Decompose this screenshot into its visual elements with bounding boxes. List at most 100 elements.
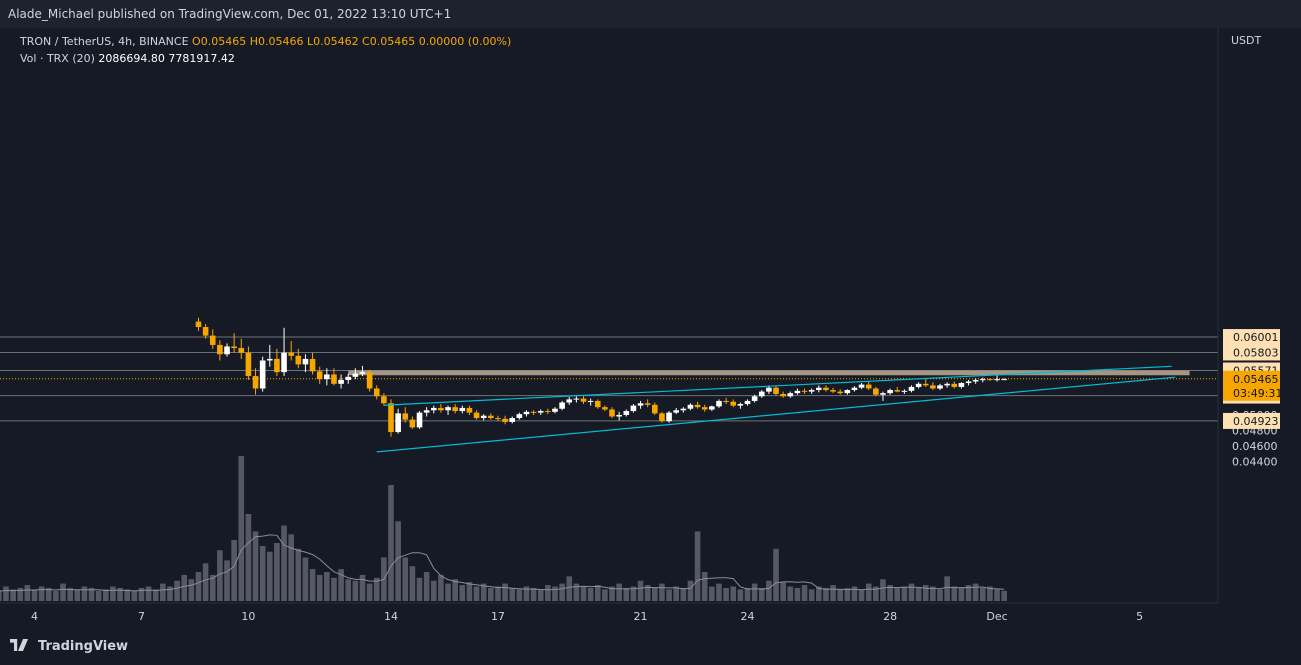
candle (773, 386, 779, 396)
volume-bar (209, 574, 216, 601)
candle-body (537, 411, 544, 413)
volume-bar (637, 580, 644, 601)
volume-bar (545, 585, 551, 601)
symbol-name[interactable]: TRON / TetherUS, 4h, BINANCE (20, 35, 189, 48)
candle (979, 377, 986, 383)
candle (217, 340, 223, 361)
candle-body (858, 384, 865, 388)
tradingview-logo-icon-part (18, 639, 28, 651)
volume-bar (195, 572, 202, 601)
candle (552, 407, 558, 414)
volume-bar (858, 589, 865, 601)
volume-bar (723, 587, 729, 601)
volume-bar (594, 585, 601, 601)
candle-body (552, 408, 558, 412)
volume-bar (480, 583, 487, 601)
candle (987, 378, 993, 381)
volume-bar (430, 580, 437, 601)
candle-body (701, 407, 708, 410)
volume-bar (523, 586, 530, 601)
level-price-tag (1223, 344, 1280, 361)
date-axis: 4 7 10 14 17 21 24 28 Dec 5 (0, 602, 1218, 623)
volume-bar (316, 574, 323, 601)
price-tick-label: 0.04600 (1232, 440, 1278, 453)
volume-bar (466, 582, 473, 601)
candle-body (445, 407, 451, 411)
volume-bar (851, 586, 858, 601)
volume-bar (459, 585, 466, 601)
price-axis-currency: USDT (1231, 34, 1262, 47)
candle-body (730, 401, 737, 406)
volume-bar (38, 586, 45, 601)
candle (452, 404, 458, 414)
volume-bar (373, 577, 380, 601)
candle (958, 382, 965, 389)
ohlc-values: O0.05465 H0.05466 L0.05462 C0.05465 0.00… (192, 35, 512, 48)
candle-body (930, 385, 936, 389)
volume-bar (516, 589, 523, 601)
candle (801, 388, 808, 394)
volume-bar (402, 557, 409, 601)
candle (616, 411, 622, 421)
volume-bar (616, 583, 622, 601)
candle (495, 415, 501, 422)
candle-body (316, 371, 323, 380)
volume-bar (117, 587, 123, 601)
volume-bar (680, 587, 687, 601)
volume-bar (979, 587, 986, 601)
candle (594, 399, 601, 409)
volume-bar (60, 583, 66, 601)
volume-bar (0, 590, 2, 601)
volume-label[interactable]: Vol · TRX (20) (20, 52, 95, 65)
candle (523, 410, 530, 417)
candle (823, 385, 829, 392)
candle-body (338, 379, 344, 384)
resistance-zone (348, 370, 1190, 376)
volume-bar (502, 583, 508, 601)
level-price-tag (1223, 412, 1280, 429)
volume-bar (937, 589, 943, 601)
candle (295, 348, 302, 369)
candle (794, 388, 801, 395)
candle (787, 391, 794, 398)
volume-bar (880, 579, 886, 601)
publish-info: Alade_Michael published on TradingView.c… (8, 7, 452, 21)
date-tick-label: 10 (241, 610, 255, 623)
volume-bar (274, 543, 280, 601)
candle-body (388, 403, 394, 433)
volume-bar (587, 587, 594, 601)
volume-bar (174, 580, 180, 601)
candle (459, 405, 466, 414)
level-price-tag (1223, 329, 1280, 346)
volume-bar (801, 585, 808, 601)
candle-body (516, 414, 523, 419)
symbol-legend[interactable]: TRON / TetherUS, 4h, BINANCE O0.05465 H0… (20, 35, 511, 48)
candle (402, 407, 409, 423)
candle (516, 412, 523, 420)
volume-bar (652, 587, 658, 601)
candle (758, 390, 765, 398)
volume-bar (181, 574, 188, 601)
candle (666, 411, 672, 423)
candle (930, 382, 936, 391)
candle-body (202, 327, 209, 336)
candle (972, 378, 979, 384)
candle-body (502, 418, 508, 422)
footer-bar (0, 630, 1301, 665)
volume-bar (994, 589, 1000, 601)
volume-bar (559, 583, 565, 601)
candle (373, 385, 380, 400)
volume-bar (823, 587, 829, 601)
volume-bar (744, 587, 751, 601)
candle (537, 409, 544, 415)
candle-body (466, 407, 473, 413)
candle (573, 396, 580, 403)
volume-bar (816, 586, 822, 601)
volume-legend[interactable]: Vol · TRX (20) 2086694.80 7781917.42 (20, 52, 235, 65)
volume-bar (81, 586, 88, 601)
candle (338, 374, 344, 389)
candle-body (958, 383, 965, 387)
